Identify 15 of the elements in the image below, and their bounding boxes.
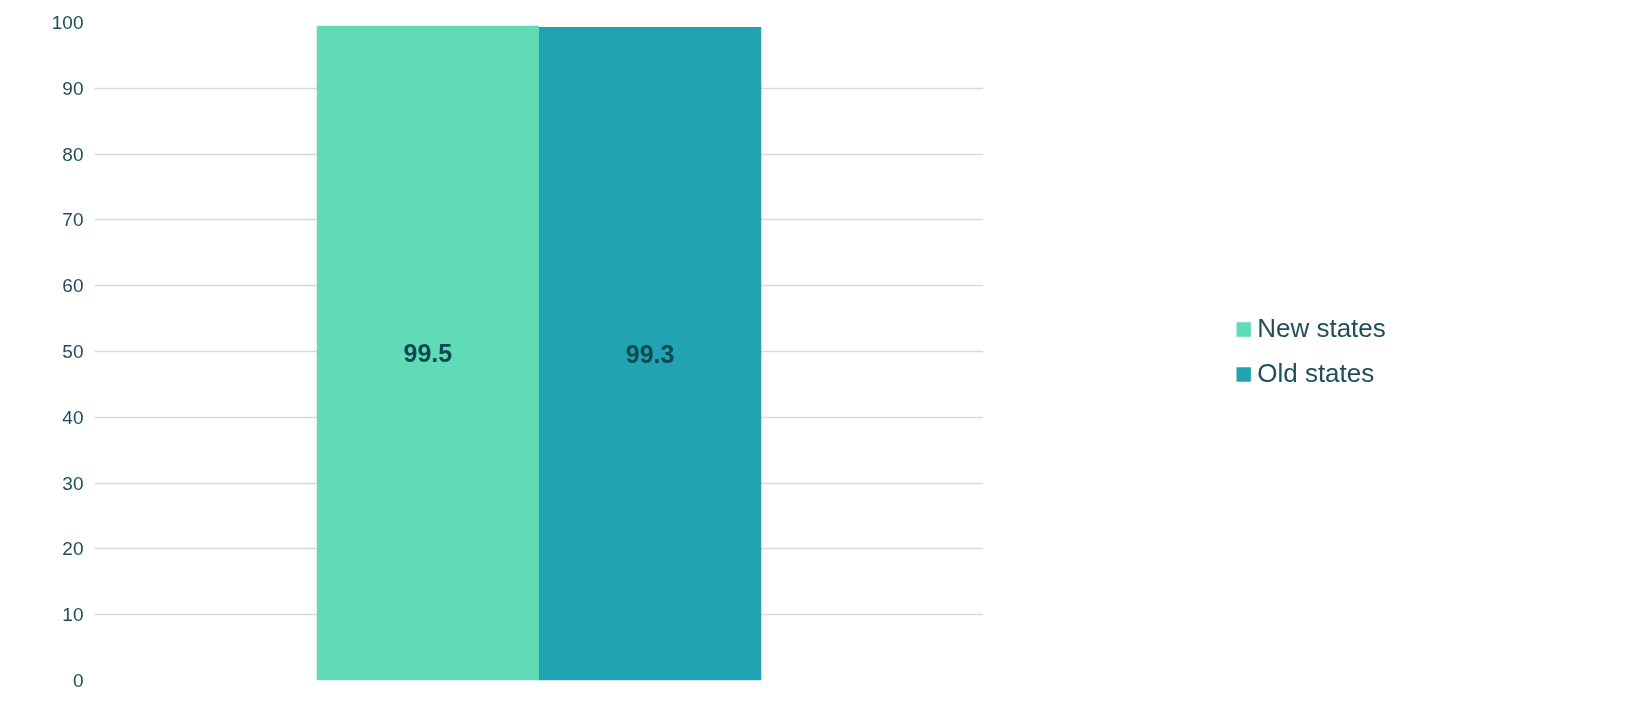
data-label: 99.5	[403, 339, 453, 368]
legend-label: Old states	[1257, 358, 1375, 389]
y-tick-label: 50	[62, 341, 84, 362]
y-tick-label: 0	[72, 670, 84, 691]
y-tick-label: 10	[62, 604, 84, 626]
y-tick-label: 80	[62, 143, 84, 165]
legend-label: New states	[1257, 313, 1386, 344]
y-tick-label: 100	[51, 12, 84, 33]
y-tick-label: 40	[62, 406, 84, 428]
y-tick-label: 60	[62, 275, 84, 297]
y-tick-label: 90	[62, 77, 84, 99]
y-tick-label: 70	[62, 209, 84, 231]
y-tick-label: 20	[62, 538, 84, 560]
data-label: 99.3	[625, 339, 675, 368]
y-tick-label: 30	[62, 472, 84, 494]
